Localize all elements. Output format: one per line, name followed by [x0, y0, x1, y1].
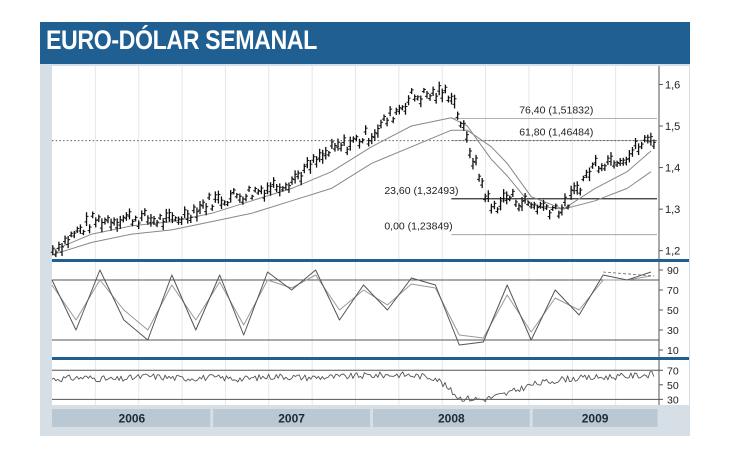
panel-separator	[52, 259, 689, 262]
y-tick-label: 1,2	[665, 246, 680, 258]
y-tick-label: 1,6	[665, 79, 680, 91]
chart-title: EURO-DÓLAR SEMANAL	[46, 25, 317, 55]
y-tick-label: 1,5	[665, 121, 680, 133]
y-tick-label: 30	[667, 394, 679, 406]
chart-svg: 1,6 1,5 1,4 1,3 1,2 76,40 (1,51832) 61,80 (1,4…	[50, 66, 689, 427]
panel-separator	[52, 357, 689, 360]
year-cell	[52, 409, 211, 427]
year-label: 2006	[119, 412, 146, 426]
y-tick-label: 50	[667, 305, 679, 317]
band-gap	[52, 405, 689, 409]
y-tick-label: 70	[667, 285, 679, 297]
y-tick-label: 30	[667, 325, 679, 337]
y-tick-label: 90	[667, 265, 679, 277]
fibonacci-label: 76,40 (1,51832)	[519, 104, 593, 116]
year-cell	[372, 409, 530, 427]
fibonacci-label: 61,80 (1,46484)	[519, 127, 593, 139]
y-tick-label: 1,4	[665, 163, 680, 175]
y-tick-label: 70	[667, 365, 679, 377]
momentum-line	[51, 371, 655, 403]
divergence-line	[603, 271, 655, 277]
moving-average-line	[51, 129, 652, 256]
fibonacci-label: 0,00 (1,23849)	[384, 221, 452, 233]
y-tick-label: 10	[667, 345, 679, 357]
chart-frame: EURO-DÓLAR SEMANAL 1,6 1,5 1,4 1,3 1,2 76,40 …	[40, 22, 690, 436]
y-axis-area	[659, 66, 689, 405]
stochastic-line	[51, 269, 652, 346]
title-bar: EURO-DÓLAR SEMANAL	[40, 22, 690, 64]
year-label: 2009	[582, 412, 609, 426]
year-label: 2008	[438, 412, 465, 426]
y-tick-label: 1,3	[665, 204, 680, 216]
stochastic-signal-line	[51, 274, 652, 339]
y-tick-label: 50	[667, 380, 679, 392]
year-label: 2007	[278, 412, 305, 426]
year-cell	[213, 409, 370, 427]
fibonacci-label: 23,60 (1,32493)	[384, 185, 458, 197]
year-cell	[532, 409, 658, 427]
